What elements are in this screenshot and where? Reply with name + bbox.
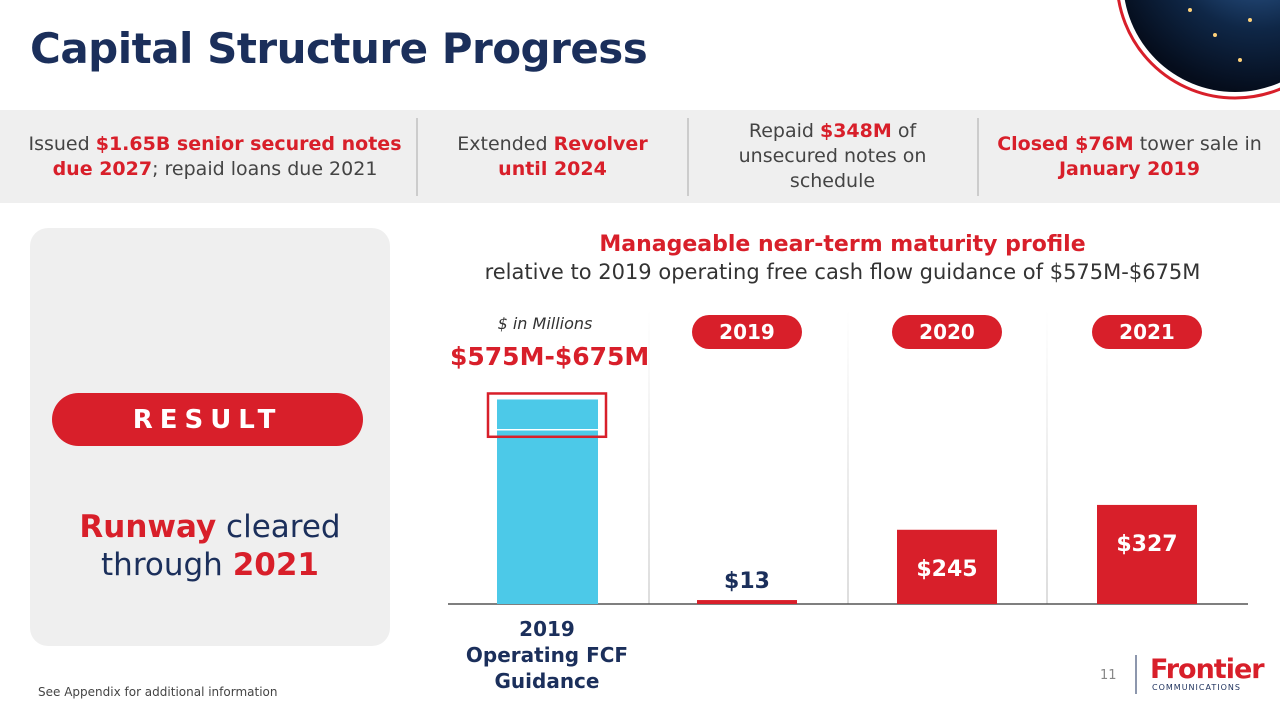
text-segment: Extended bbox=[457, 132, 554, 155]
globe-decoration bbox=[1117, 0, 1280, 100]
year-pill bbox=[892, 315, 1002, 349]
year-pill bbox=[1092, 315, 1202, 349]
footnote: See Appendix for additional information bbox=[38, 685, 278, 699]
result-badge: RESULT bbox=[52, 393, 363, 446]
value-label: $327 bbox=[1116, 532, 1177, 557]
text-segment: $1.65B senior secured notes due 2027 bbox=[52, 132, 402, 180]
column-divider bbox=[648, 310, 650, 604]
bar bbox=[897, 529, 997, 604]
highlight-band bbox=[0, 110, 1280, 203]
highlight-text: Extended Revolver until 2024 bbox=[430, 132, 675, 182]
slide-title: Capital Structure Progress bbox=[30, 24, 648, 73]
highlight-cell: Extended Revolver until 2024 bbox=[430, 110, 675, 203]
highlight-text: Closed $76M tower sale in January 2019 bbox=[992, 132, 1267, 182]
text-segment: cleared through bbox=[101, 509, 341, 583]
page-number: 11 bbox=[1100, 668, 1117, 683]
chart-title: Manageable near-term maturity profile bbox=[599, 232, 1086, 257]
highlight-cell: Closed $76M tower sale in January 2019 bbox=[992, 110, 1267, 203]
highlight-text: Repaid $348M of unsecured notes on sched… bbox=[700, 119, 965, 194]
highlight-cell: Repaid $348M of unsecured notes on sched… bbox=[700, 110, 965, 203]
text-segment: $348M bbox=[819, 120, 892, 142]
text-segment: Repaid bbox=[748, 120, 820, 142]
text-segment: January 2019 bbox=[1058, 157, 1200, 180]
text-segment: ; repaid loans due 2021 bbox=[152, 157, 378, 180]
result-text: Runway cleared through 2021 bbox=[60, 508, 360, 584]
chart: 2019 $13 2020 $245 2021 $327 bbox=[448, 310, 1248, 605]
year-label: 2019 bbox=[719, 320, 775, 344]
bar bbox=[697, 600, 797, 604]
unit-note: $ in Millions bbox=[497, 314, 593, 333]
text-segment: Runway bbox=[79, 509, 217, 545]
text-segment: 2021 bbox=[232, 547, 319, 583]
separator bbox=[416, 118, 418, 196]
year-label: 2021 bbox=[1119, 320, 1175, 344]
text-segment: Issued bbox=[28, 132, 96, 155]
column-divider bbox=[847, 310, 849, 604]
logo: Frontier bbox=[1150, 654, 1265, 685]
text-segment: Closed $76M bbox=[997, 132, 1134, 155]
value-label: $245 bbox=[916, 557, 977, 582]
separator bbox=[977, 118, 979, 196]
value-label: $13 bbox=[724, 569, 770, 594]
column-divider bbox=[1046, 310, 1048, 604]
separator bbox=[687, 118, 689, 196]
bar bbox=[1097, 504, 1197, 604]
guidance-label: $575M-$675M bbox=[450, 342, 650, 371]
chart-subtitle: relative to 2019 operating free cash flo… bbox=[484, 260, 1201, 284]
logo-sub: COMMUNICATIONS bbox=[1152, 683, 1241, 692]
guidance-range-box bbox=[486, 392, 608, 439]
year-pill bbox=[692, 315, 802, 349]
text-segment: tower sale in bbox=[1133, 132, 1262, 155]
highlight-cell: Issued $1.65B senior secured notes due 2… bbox=[20, 110, 410, 203]
text-segment: of unsecured notes on schedule bbox=[738, 120, 927, 192]
guidance-category: 2019 Operating FCF Guidance bbox=[465, 617, 629, 693]
text-segment: Revolver until 2024 bbox=[498, 132, 648, 180]
highlight-text: Issued $1.65B senior secured notes due 2… bbox=[20, 132, 410, 182]
year-label: 2020 bbox=[919, 320, 975, 344]
guidance-bar bbox=[497, 399, 598, 604]
